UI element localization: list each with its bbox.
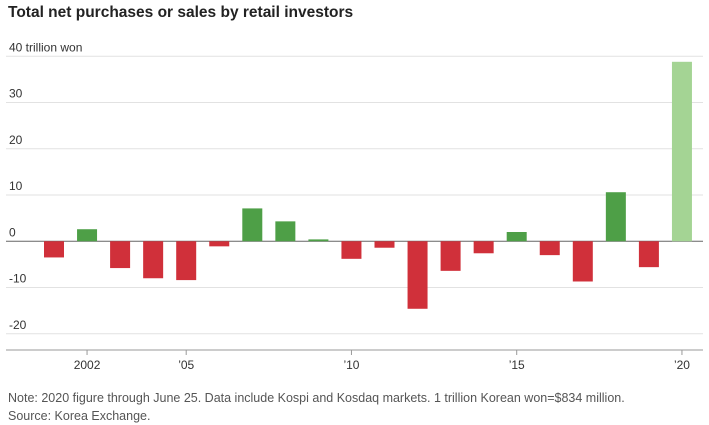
- bar-2009: [308, 239, 328, 241]
- bar-2017: [573, 241, 593, 281]
- y-tick-label: 20: [9, 133, 23, 147]
- bar-2012: [408, 241, 428, 309]
- bar-2016: [540, 241, 560, 255]
- bar-2014: [474, 241, 494, 253]
- bar-2005: [176, 241, 196, 280]
- bar-2018: [606, 192, 626, 241]
- y-tick-label: 0: [9, 225, 16, 239]
- x-tick-label: ’15: [509, 358, 525, 372]
- bar-2001: [44, 241, 64, 257]
- y-tick-label: 10: [9, 179, 23, 193]
- y-tick-label: -20: [9, 318, 27, 332]
- bar-2019: [639, 241, 659, 267]
- bar-2007: [242, 208, 262, 241]
- chart-source: Source: Korea Exchange.: [8, 407, 625, 425]
- bar-2003: [110, 241, 130, 268]
- bar-2008: [275, 221, 295, 241]
- bar-2004: [143, 241, 163, 278]
- x-tick-label: ’10: [343, 358, 359, 372]
- bar-2010: [341, 241, 361, 259]
- bar-2020: [672, 62, 692, 241]
- chart-notes: Note: 2020 figure through June 25. Data …: [8, 389, 625, 425]
- x-tick-label: 2002: [74, 358, 101, 372]
- bar-2002: [77, 229, 97, 241]
- bar-2011: [375, 241, 395, 247]
- bar-2006: [209, 241, 229, 246]
- y-tick-label: 40 trillion won: [9, 40, 82, 54]
- y-tick-label: 30: [9, 87, 23, 101]
- bar-2013: [441, 241, 461, 271]
- x-tick-label: ’05: [178, 358, 194, 372]
- bar-2015: [507, 232, 527, 241]
- bar-chart: 40 trillion won 30 20 10 0 -10 -20 2002 ’05 ’10 ’1…: [0, 0, 709, 385]
- y-tick-label: -10: [9, 272, 27, 286]
- x-tick-label: ’20: [674, 358, 690, 372]
- chart-note: Note: 2020 figure through June 25. Data …: [8, 389, 625, 407]
